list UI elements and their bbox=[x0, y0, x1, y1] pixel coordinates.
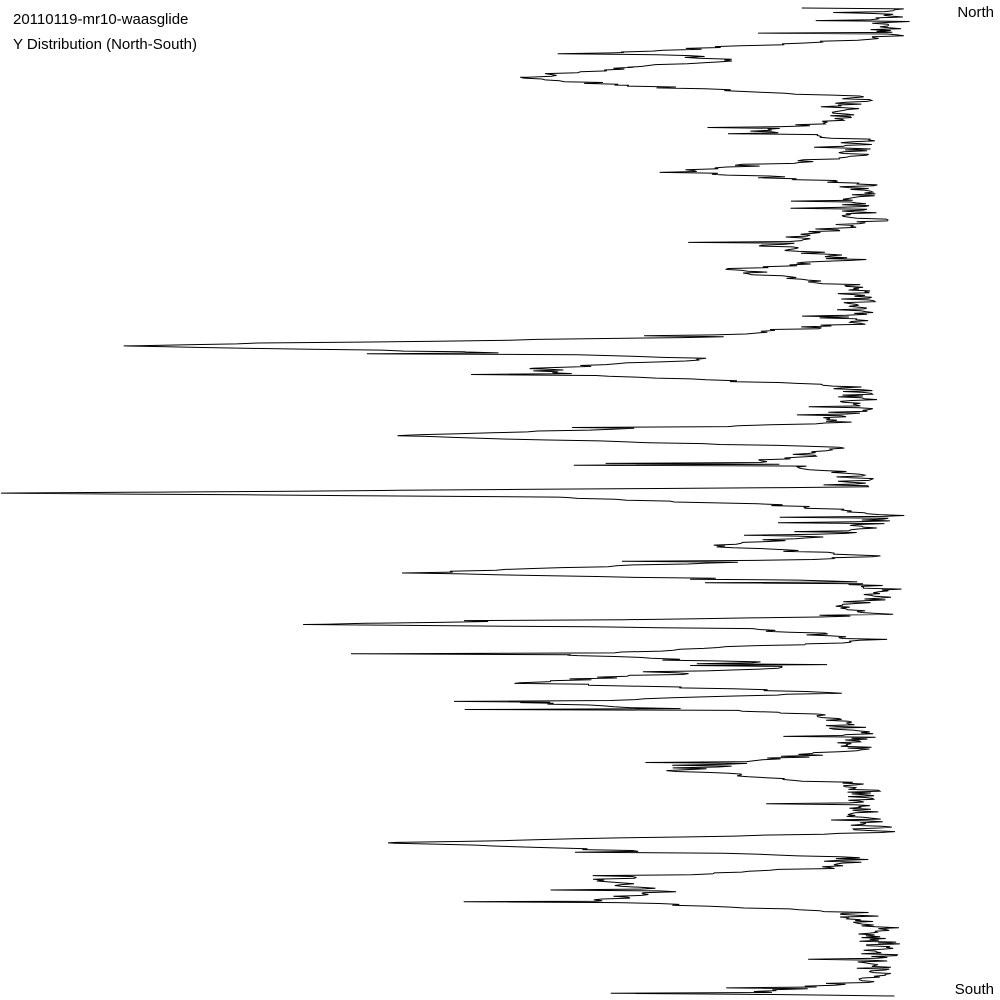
distribution-series-line bbox=[0, 7, 910, 997]
chart-title: 20110119-mr10-waasglide bbox=[13, 11, 189, 28]
chart-subtitle: Y Distribution (North-South) bbox=[13, 36, 197, 53]
south-label: South bbox=[954, 981, 994, 998]
north-label: North bbox=[957, 4, 994, 21]
